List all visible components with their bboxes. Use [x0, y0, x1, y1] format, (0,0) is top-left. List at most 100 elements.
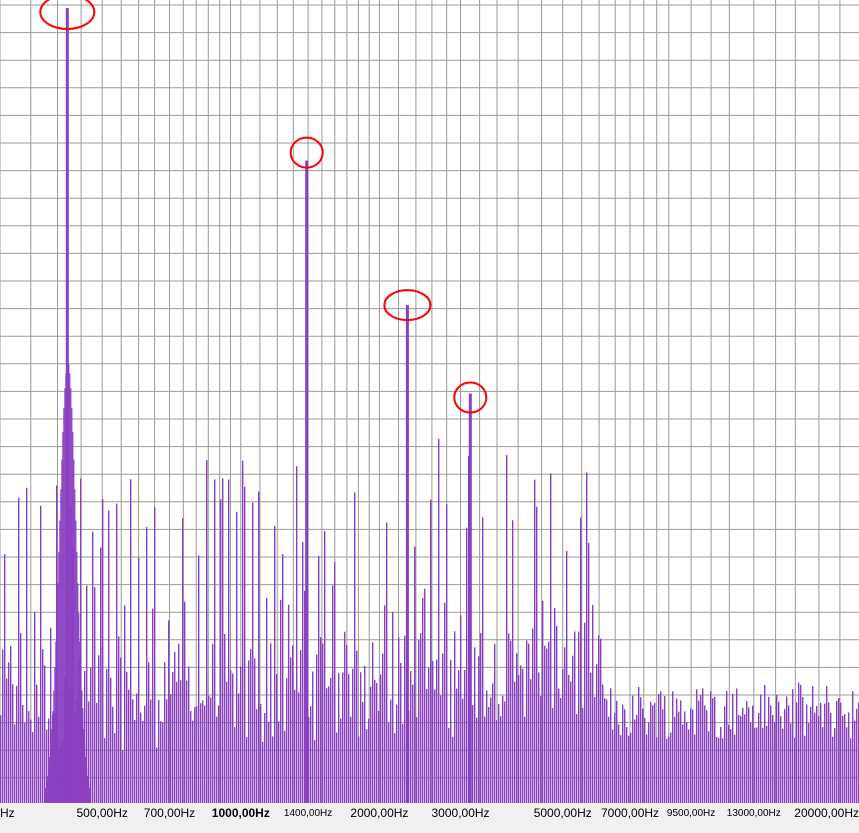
spectrum-bar — [90, 667, 92, 803]
spectrum-bar — [186, 680, 188, 803]
spectrum-bar — [118, 636, 120, 803]
spectrum-bar — [332, 585, 334, 803]
spectrum-bar — [324, 531, 326, 803]
spectrum-bar — [806, 704, 808, 803]
spectrum-bar — [762, 727, 764, 803]
x-tick-label: 5000,00Hz — [533, 806, 592, 820]
spectrum-bar — [268, 721, 270, 803]
spectrum-bar — [680, 700, 682, 803]
spectrum-bar — [140, 712, 142, 803]
spectrum-bar — [298, 692, 300, 803]
spectrum-bar — [422, 598, 424, 803]
spectrum-bar — [270, 643, 272, 803]
spectrum-bar — [51, 729, 53, 803]
spectrum-bar — [802, 697, 804, 803]
spectrum-bar — [36, 684, 38, 803]
spectrum-bar — [202, 700, 204, 803]
spectrum-bar — [720, 726, 722, 803]
spectrum-bar — [730, 729, 732, 803]
spectrum-bar — [578, 631, 580, 803]
spectrum-bar — [476, 717, 478, 803]
spectrum-bar — [212, 643, 214, 803]
spectrum-plot-area — [0, 0, 859, 803]
spectrum-bar — [464, 670, 466, 803]
spectrum-bar — [63, 408, 65, 803]
spectrum-bar — [172, 672, 174, 803]
spectrum-bar — [366, 729, 368, 803]
spectrum-bar — [284, 730, 286, 803]
spectrum-bar — [430, 499, 432, 803]
spectrum-bar — [142, 721, 144, 803]
spectrum-bar — [132, 699, 134, 803]
spectrum-bar — [114, 733, 116, 803]
spectrum-bar — [506, 454, 508, 803]
peak-annotation-circle — [289, 136, 324, 169]
spectrum-bar — [536, 506, 538, 803]
spectrum-bar — [446, 504, 448, 803]
spectrum-bar — [826, 686, 828, 803]
spectrum-bar — [564, 647, 566, 803]
spectrum-bar — [340, 718, 342, 803]
spectrum-bar — [716, 736, 718, 803]
spectrum-bar — [808, 723, 810, 803]
spectrum-bar — [98, 655, 100, 803]
spectrum-bar — [334, 562, 336, 803]
spectrum-bar — [698, 700, 700, 803]
spectrum-bar — [620, 735, 622, 803]
spectrum-bar — [812, 686, 814, 803]
spectrum-bar — [654, 702, 656, 803]
grid-lines — [0, 0, 859, 803]
spectrum-bar — [544, 645, 546, 803]
spectrum-bar — [392, 611, 394, 803]
spectrum-bar — [89, 788, 91, 803]
spectrum-peak — [468, 393, 472, 803]
spectrum-bar — [112, 706, 114, 803]
x-tick-label: 7000,00Hz — [601, 806, 660, 820]
spectrum-bars — [0, 361, 859, 803]
spectrum-bar — [380, 674, 382, 803]
spectrum-bar — [84, 744, 86, 803]
spectrum-bar — [614, 712, 616, 803]
spectrum-bar — [828, 702, 830, 803]
spectrum-bar — [384, 605, 386, 803]
spectrum-bar — [738, 715, 740, 803]
spectrum-bar — [558, 688, 560, 803]
spectrum-bar — [660, 691, 662, 803]
spectrum-bar — [106, 669, 108, 803]
spectrum-bar — [580, 517, 582, 803]
spectrum-bar — [178, 643, 180, 803]
spectrum-bar — [116, 503, 118, 803]
spectrum-bar — [46, 782, 48, 803]
spectrum-bar — [676, 698, 678, 803]
spectrum-bar — [362, 701, 364, 803]
spectrum-bar — [222, 478, 224, 803]
spectrum-bar — [168, 620, 170, 803]
spectrum-bar — [818, 715, 820, 803]
spectrum-bar — [418, 640, 420, 803]
spectrum-bar — [352, 668, 354, 803]
spectrum-bar — [122, 750, 124, 803]
spectrum-bar — [196, 706, 198, 803]
spectrum-bar — [348, 674, 350, 803]
spectrum-bar — [616, 700, 618, 803]
spectrum-bar — [706, 710, 708, 803]
spectrum-bar — [820, 702, 822, 803]
spectrum-bar — [274, 525, 276, 803]
spectrum-bar — [252, 502, 254, 803]
spectrum-bar — [444, 602, 446, 803]
spectrum-bar — [200, 703, 202, 803]
spectrum-bar — [622, 704, 624, 803]
spectrum-bar — [598, 635, 600, 803]
spectrum-bar — [20, 633, 22, 803]
spectrum-bar — [542, 600, 544, 803]
spectrum-bar — [638, 686, 640, 803]
spectrum-bar — [572, 655, 574, 803]
spectrum-bar — [266, 597, 268, 803]
spectrum-bar — [22, 705, 24, 803]
spectrum-bar — [238, 693, 240, 803]
spectrum-bar — [740, 716, 742, 803]
spectrum-bar — [510, 641, 512, 803]
spectrum-bar — [472, 705, 474, 803]
spectrum-bar — [778, 701, 780, 803]
spectrum-bar — [62, 432, 64, 803]
